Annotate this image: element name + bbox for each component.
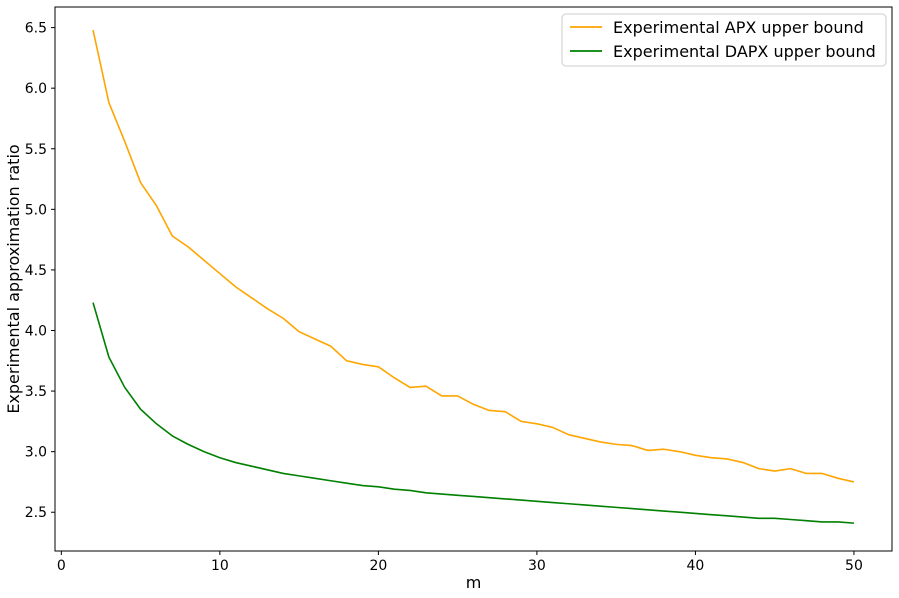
y-tick-label: 2.5 — [25, 505, 47, 521]
x-tick-label: 20 — [369, 558, 387, 574]
y-tick-label: 6.0 — [25, 81, 47, 97]
y-axis: 2.5 3.0 3.5 4.0 4.5 5.0 5.5 6.0 6.5 — [25, 21, 55, 521]
y-tick-label: 4.0 — [25, 323, 47, 339]
series-line-apx — [92, 29, 855, 483]
plot-frame — [54, 6, 893, 552]
series-line-dapx — [92, 302, 855, 524]
y-tick-label: 4.5 — [25, 263, 47, 279]
x-axis: 0 10 20 30 40 50 — [57, 551, 863, 574]
x-tick-label: 50 — [845, 558, 863, 574]
plot-area — [92, 29, 855, 524]
x-tick-label: 30 — [528, 558, 546, 574]
x-tick-label: 40 — [687, 558, 705, 574]
legend-box — [561, 13, 887, 67]
y-tick-label: 6.5 — [25, 21, 47, 37]
y-tick-label: 5.5 — [25, 142, 47, 158]
y-tick-label: 3.5 — [25, 384, 47, 400]
y-tick-label: 5.0 — [25, 202, 47, 218]
x-axis-label: m — [466, 573, 482, 592]
y-tick-label: 3.0 — [25, 445, 47, 461]
x-tick-label: 10 — [211, 558, 229, 574]
x-tick-label: 0 — [57, 558, 66, 574]
legend: Experimental APX upper bound Experimenta… — [561, 13, 887, 67]
legend-label-dapx: Experimental DAPX upper bound — [613, 42, 876, 61]
legend-label-apx: Experimental APX upper bound — [613, 18, 864, 37]
y-axis-label: Experimental approximation ratio — [4, 144, 23, 413]
